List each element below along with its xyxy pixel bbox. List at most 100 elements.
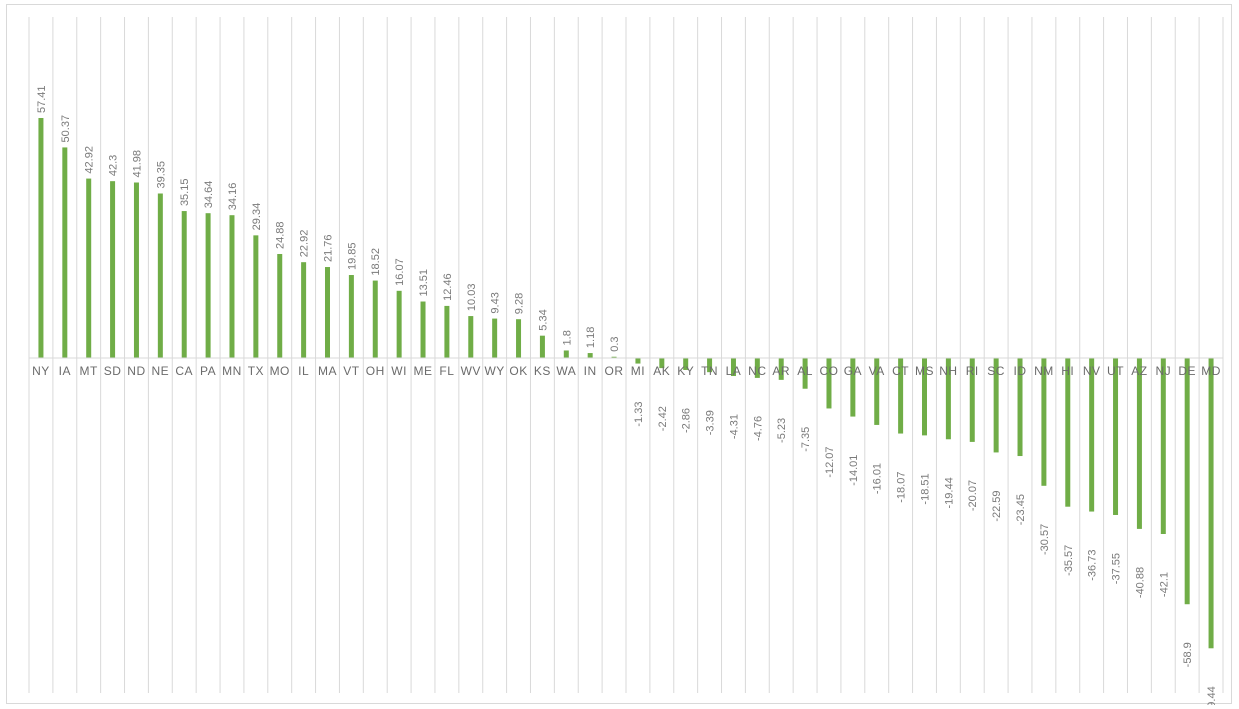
category-label: ME [414,364,433,378]
bar-id [1017,358,1023,457]
category-label: LA [726,364,742,378]
data-label: -18.07 [896,472,908,503]
bar-nh [945,358,951,440]
category-label: KS [534,364,551,378]
bar-nm [1041,358,1047,486]
data-label: 9.43 [490,292,502,313]
bar-ny [38,118,44,358]
bar-nv [1089,358,1095,512]
data-label: -12.07 [824,446,836,477]
category-label: AZ [1131,364,1147,378]
category-labels: NY IA MT SD ND NE CA PA MN TX MO IL MA VT OH WI ME FL WV WY… [32,364,1220,378]
data-label: -30.57 [1039,524,1051,555]
data-label: 34.64 [203,181,215,209]
data-label: 35.15 [179,179,191,207]
bar-fl [444,305,450,358]
data-label: 22.92 [299,230,311,258]
category-label: CA [175,364,193,378]
bar-tx [253,235,259,358]
bar-chart: NY IA MT SD ND NE CA PA MN TX MO IL MA VT OH WI ME FL WV WY… [28,17,1224,705]
bar-nc [754,358,760,378]
bar-ut [1113,358,1119,515]
bar-wv [468,316,474,358]
category-label: WA [556,364,576,378]
data-label: 39.35 [155,161,167,189]
category-label: TX [248,364,264,378]
data-label: 57.41 [36,85,48,113]
data-label: 18.52 [370,248,382,276]
bar-ne [157,193,163,358]
data-label: 41.98 [131,150,143,178]
bar-me [420,301,426,358]
bar-al [802,358,808,389]
data-label: -18.51 [920,473,932,504]
bar-ia [62,147,68,358]
data-label: -37.55 [1111,553,1123,584]
bar-vt [348,275,354,358]
category-label: MA [318,364,337,378]
bar-la [730,358,736,377]
data-label: 19.85 [346,242,358,270]
bar-ma [325,267,330,358]
bar-ks [539,335,545,358]
category-label: NY [32,364,50,378]
data-label: -14.01 [848,455,860,486]
chart-frame: NY IA MT SD ND NE CA PA MN TX MO IL MA VT OH WI ME FL WV WY… [6,4,1232,705]
data-label: 16.07 [394,258,406,286]
bar-ga [850,358,856,417]
category-label: IA [59,364,71,378]
data-label: -16.01 [872,463,884,494]
bar-tn [707,358,713,373]
data-label: -5.23 [776,418,788,443]
category-label: RI [966,364,979,378]
category-label: GA [844,364,862,378]
category-label: NM [1034,364,1054,378]
category-label: NJ [1155,364,1171,378]
bar-ct [898,358,904,434]
bar-az [1136,358,1142,529]
bar-ok [516,319,522,358]
category-label: AK [653,364,670,378]
category-label: SD [104,364,122,378]
category-label: ID [1014,364,1027,378]
category-label: MT [80,364,98,378]
category-label: NE [152,364,170,378]
data-label: -2.86 [681,408,693,433]
bar-sc [993,358,999,453]
bar-wy [492,318,498,358]
data-label: -40.88 [1134,567,1146,598]
bar-mo [277,253,283,358]
data-label: -3.39 [705,410,717,435]
category-label: WY [484,364,504,378]
category-label: DE [1178,364,1196,378]
data-label: 29.34 [251,203,263,231]
data-label: 1.18 [585,327,597,348]
category-label: SC [987,364,1005,378]
category-label: VA [869,364,885,378]
category-label: MS [915,364,934,378]
data-label: 5.34 [537,309,549,330]
category-label: AR [772,364,790,378]
category-label: UT [1107,364,1124,378]
data-label: -7.35 [800,427,812,452]
category-label: IL [298,364,309,378]
data-label: -36.73 [1087,550,1099,581]
data-label: -1.33 [633,402,645,427]
data-label: 13.51 [418,269,430,297]
category-label: MN [222,364,242,378]
category-label: OK [509,364,527,378]
bar-mn [229,215,235,358]
bar-wi [396,290,402,358]
data-label: 42.3 [108,155,120,176]
category-label: AL [797,364,813,378]
bar-ar [778,358,784,380]
data-label: 24.88 [275,221,287,249]
bar-or [611,356,617,358]
bar-il [301,262,307,358]
data-label: -69.44 [1206,686,1218,705]
data-label: 42.92 [84,146,96,174]
bar-oh [372,280,378,358]
bar-hi [1065,358,1071,507]
data-label: 34.16 [227,183,239,211]
bar-de [1184,358,1190,605]
